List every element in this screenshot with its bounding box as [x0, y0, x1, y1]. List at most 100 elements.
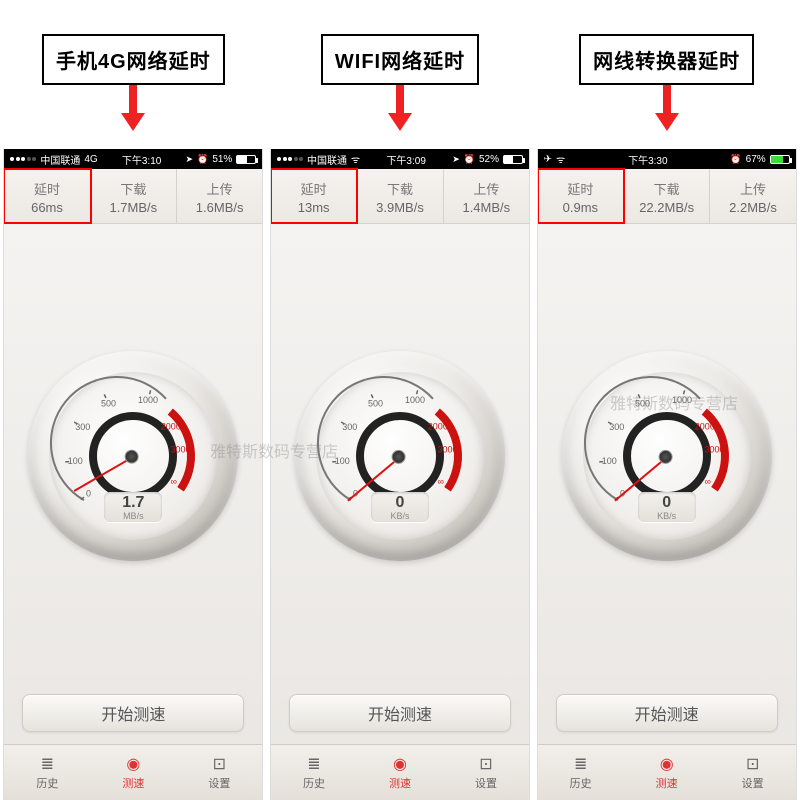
settings-icon: ⊡ [209, 755, 229, 773]
nav-label: 设置 [742, 775, 764, 791]
status-bar: 中国联通ᯤ下午3:09➤⏰52% [271, 149, 529, 169]
nav-设置[interactable]: ⊡设置 [443, 745, 529, 800]
history-icon: ≣ [37, 755, 57, 773]
signal-icon [10, 157, 36, 161]
start-test-button[interactable]: 开始测速 [556, 694, 778, 732]
metric-label: 延时 [4, 179, 89, 198]
network-label: ᯤ [556, 152, 565, 166]
gauge-area: 0100300500100020003000∞0KB/s [271, 224, 529, 688]
settings-icon: ⊡ [476, 755, 496, 773]
metric-label: 上传 [444, 179, 529, 198]
nav-icon: ➤ [186, 154, 194, 165]
gauge-readout: 0KB/s [638, 492, 696, 522]
svg-text:∞: ∞ [704, 476, 710, 486]
nav-历史[interactable]: ≣ 历史 [271, 745, 357, 800]
gauge-area: 0100300500100020003000∞1.7MB/s [4, 224, 262, 688]
start-test-button[interactable]: 开始测速 [289, 694, 511, 732]
gauge-value: 1.7 [104, 495, 162, 511]
history-icon: ≣ [571, 755, 591, 773]
svg-text:1000: 1000 [672, 395, 692, 405]
gauge-readout: 1.7MB/s [104, 492, 162, 522]
nav-label: 测速 [656, 775, 678, 791]
gauge-area: 0100300500100020003000∞0KB/s [538, 224, 796, 688]
comparison-panel: 网线转换器延时✈ᯤ下午3:30⏰67%延时0.9ms下载22.2MB/s上传2.… [533, 0, 800, 800]
status-bar: 中国联通4G下午3:10➤⏰51% [4, 149, 262, 169]
gauge-value: 0 [638, 495, 696, 511]
metric-upload: 上传 2.2MB/s [710, 169, 795, 223]
bottom-nav: ≣ 历史 ◉测速⊡设置 [271, 744, 529, 800]
arrow-down-icon [121, 85, 145, 131]
svg-text:2000: 2000 [694, 421, 714, 431]
battery-pct-label: 52% [479, 154, 499, 165]
speed-gauge: 0100300500100020003000∞0KB/s [562, 351, 772, 561]
nav-label: 历史 [36, 775, 58, 791]
battery-icon [236, 155, 256, 164]
clock-label: 下午3:09 [386, 152, 425, 167]
metric-value: 1.6MB/s [177, 200, 262, 215]
metric-label: 下载 [624, 179, 709, 198]
alarm-icon: ⏰ [730, 154, 741, 165]
metric-value: 2.2MB/s [710, 200, 795, 215]
gauge-readout: 0KB/s [371, 492, 429, 522]
svg-text:2000: 2000 [161, 421, 181, 431]
gauge-value: 0 [371, 495, 429, 511]
metric-download: 下载 1.7MB/s [91, 169, 177, 223]
metric-value: 1.4MB/s [444, 200, 529, 215]
svg-text:500: 500 [368, 398, 383, 408]
metric-label: 延时 [271, 179, 356, 198]
bottom-nav: ≣ 历史 ◉ 测速 ⊡ 设置 [4, 744, 262, 800]
network-label: 4G [84, 154, 97, 165]
metric-upload: 上传 1.4MB/s [444, 169, 529, 223]
svg-text:100: 100 [335, 456, 350, 466]
speed-gauge: 0100300500100020003000∞1.7MB/s [28, 351, 238, 561]
panel-title: 手机4G网络延时 [42, 34, 225, 85]
svg-text:500: 500 [635, 398, 650, 408]
metric-download: 下载 3.9MB/s [357, 169, 443, 223]
svg-text:3000: 3000 [171, 444, 191, 454]
svg-text:1000: 1000 [405, 395, 425, 405]
nav-label: 设置 [208, 775, 230, 791]
metrics-row: 延时66ms下载1.7MB/s上传1.6MB/s [4, 169, 262, 224]
svg-text:∞: ∞ [437, 476, 443, 486]
nav-历史[interactable]: ≣ 历史 [4, 745, 90, 800]
svg-text:2000: 2000 [428, 421, 448, 431]
alarm-icon: ⏰ [197, 154, 208, 165]
nav-label: 历史 [570, 775, 592, 791]
svg-text:1000: 1000 [138, 395, 158, 405]
nav-设置[interactable]: ⊡ 设置 [176, 745, 262, 800]
nav-label: 测速 [389, 775, 411, 791]
nav-测速[interactable]: ◉测速 [624, 745, 710, 800]
svg-text:3000: 3000 [438, 444, 458, 454]
svg-text:100: 100 [601, 456, 616, 466]
history-icon: ≣ [304, 755, 324, 773]
network-label: ᯤ [351, 152, 360, 166]
carrier-label: 中国联通 [307, 152, 347, 167]
nav-设置[interactable]: ⊡ 设置 [710, 745, 796, 800]
metric-label: 下载 [357, 179, 442, 198]
nav-历史[interactable]: ≣ 历史 [538, 745, 624, 800]
metric-value: 1.7MB/s [91, 200, 176, 215]
panel-title: 网线转换器延时 [579, 34, 754, 85]
signal-icon [277, 157, 303, 161]
nav-label: 测速 [122, 775, 144, 791]
svg-text:0: 0 [86, 488, 91, 498]
gauge-icon: ◉ [123, 755, 143, 773]
svg-text:100: 100 [68, 456, 83, 466]
svg-text:500: 500 [101, 398, 116, 408]
nav-测速[interactable]: ◉ 测速 [90, 745, 176, 800]
nav-测速[interactable]: ◉测速 [357, 745, 443, 800]
svg-text:3000: 3000 [704, 444, 724, 454]
gauge-unit: MB/s [104, 511, 162, 521]
metrics-row: 延时0.9ms下载22.2MB/s上传2.2MB/s [538, 169, 796, 224]
battery-pct-label: 67% [746, 154, 766, 165]
metric-label: 下载 [91, 179, 176, 198]
metric-value: 3.9MB/s [357, 200, 442, 215]
start-test-button[interactable]: 开始测速 [22, 694, 244, 732]
settings-icon: ⊡ [743, 755, 763, 773]
metric-label: 上传 [710, 179, 795, 198]
bottom-nav: ≣ 历史 ◉测速 ⊡ 设置 [538, 744, 796, 800]
phone-screenshot: ✈ᯤ下午3:30⏰67%延时0.9ms下载22.2MB/s上传2.2MB/s01… [537, 149, 797, 800]
nav-label: 历史 [303, 775, 325, 791]
phone-screenshot: 中国联通4G下午3:10➤⏰51%延时66ms下载1.7MB/s上传1.6MB/… [3, 149, 263, 800]
svg-text:∞: ∞ [171, 476, 177, 486]
